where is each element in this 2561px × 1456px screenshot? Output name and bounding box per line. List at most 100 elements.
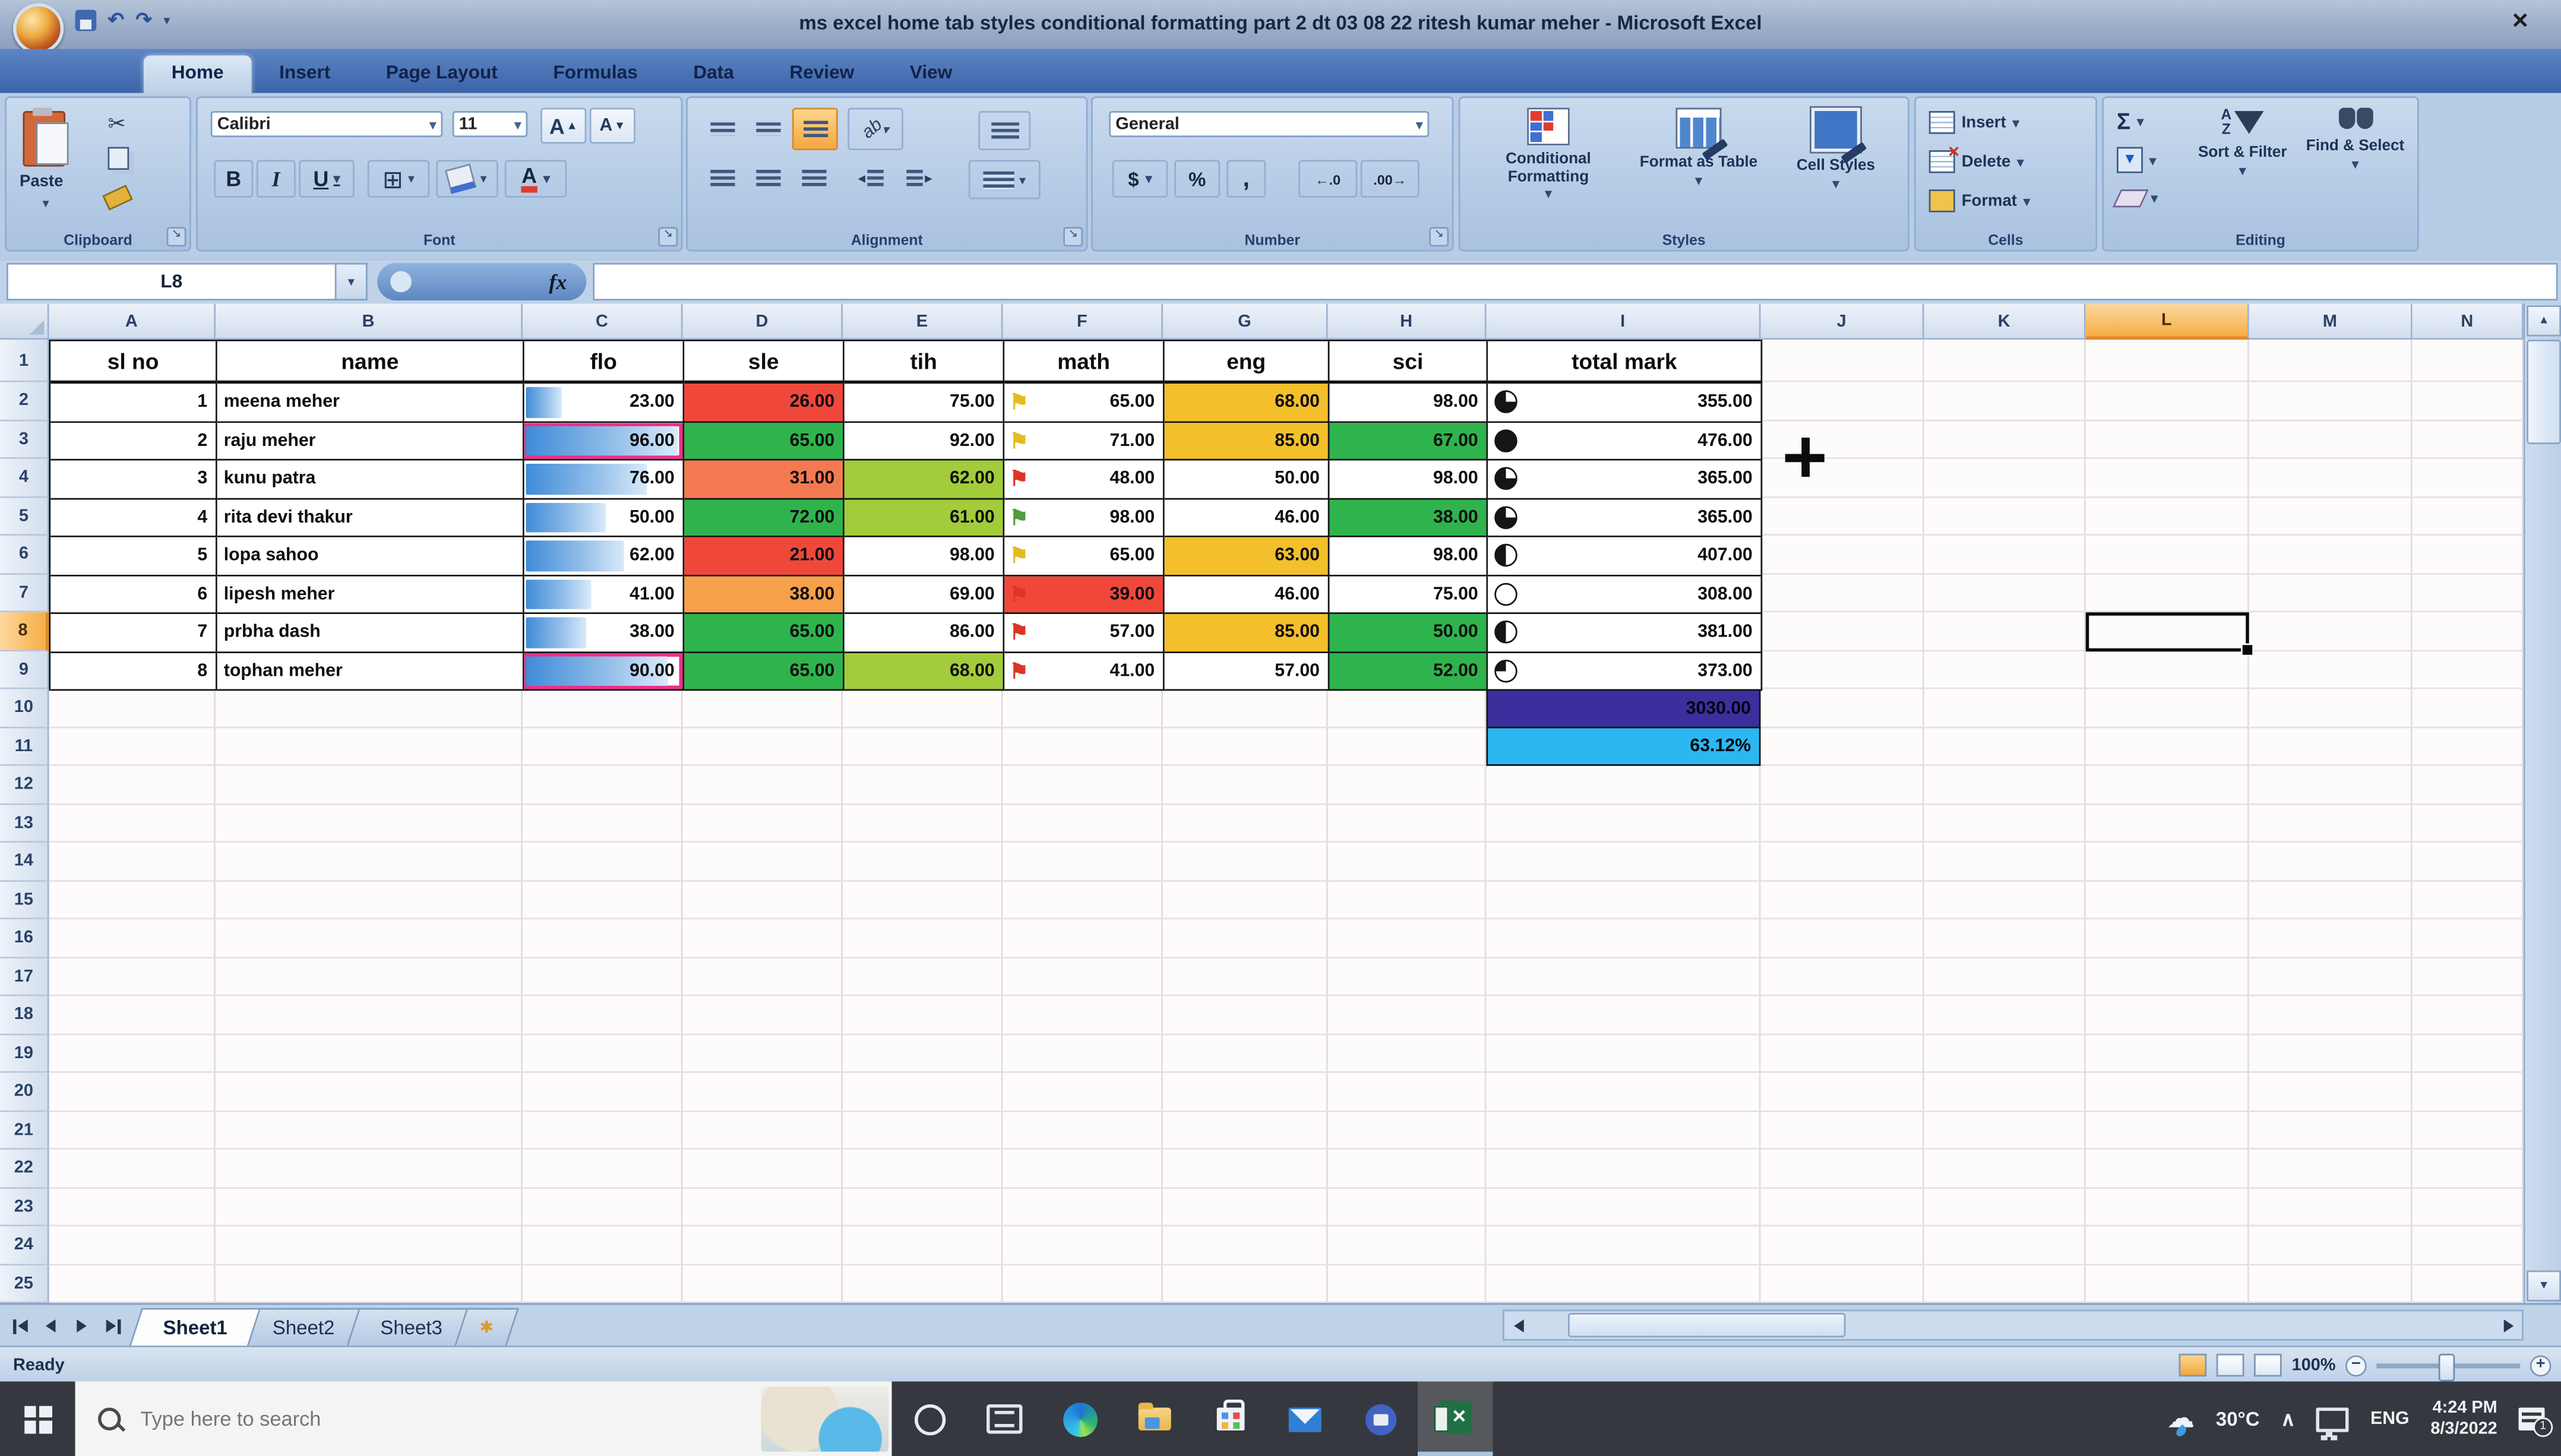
cell-I1[interactable]: total mark [1488,341,1763,384]
delete-cells-button[interactable]: ✕ Delete ▾ [1928,144,2023,173]
tab-insert[interactable]: Insert [279,64,331,84]
autosum-button[interactable]: Σ ▾ [2117,107,2144,134]
cell-C8[interactable]: 38.00 [524,614,685,653]
cell-E3[interactable]: 92.00 [844,422,1005,461]
cell-H7[interactable]: 75.00 [1329,575,1488,614]
cell-C9[interactable]: 90.00 [524,652,685,691]
language-indicator[interactable]: ENG [2370,1409,2410,1429]
cell-G4[interactable]: 50.00 [1164,460,1330,499]
cell-D9[interactable]: 65.00 [684,652,845,691]
cell-G7[interactable]: 46.00 [1164,575,1330,614]
column-header-E[interactable]: E [843,303,1003,340]
file-explorer-button[interactable] [1117,1382,1193,1456]
paste-icon[interactable] [23,107,72,167]
vertical-scroll-thumb[interactable] [2527,340,2561,444]
scroll-right-icon[interactable] [2494,1311,2522,1339]
page-break-view-button[interactable] [2254,1353,2282,1377]
row-header-5[interactable]: 5 [0,497,49,536]
cortana-button[interactable] [892,1382,968,1456]
last-sheet-button[interactable] [100,1313,126,1339]
row-header-24[interactable]: 24 [0,1226,49,1265]
font-size-combo[interactable]: 11 ▾ [452,111,528,137]
clear-button[interactable]: ▾ [2112,189,2158,208]
cell-D6[interactable]: 21.00 [684,537,845,576]
cell-A7[interactable]: 6 [50,575,217,614]
column-header-A[interactable]: A [49,303,216,340]
clipboard-dialog-launcher[interactable]: ↘ [166,227,186,247]
cell-G6[interactable]: 63.00 [1164,537,1330,576]
column-header-C[interactable]: C [523,303,683,340]
cell-G1[interactable]: eng [1164,341,1330,384]
cell-B8[interactable]: prbha dash [217,614,524,653]
cell-C4[interactable]: 76.00 [524,460,685,499]
notification-center-icon[interactable] [2518,1407,2553,1437]
cell-F4[interactable]: ⚑ 48.00 [1004,460,1165,499]
column-header-M[interactable]: M [2249,303,2413,340]
decrease-decimal-button[interactable]: .00→ [1360,160,1419,198]
teams-button[interactable] [1343,1382,1418,1456]
cell-C2[interactable]: 23.00 [524,384,685,422]
borders-button[interactable]: ⊞ ▾ [367,160,430,198]
cell-B4[interactable]: kunu patra [217,460,524,499]
cell-B7[interactable]: lipesh meher [217,575,524,614]
excel-taskbar-button[interactable] [1418,1381,1493,1456]
cell-H9[interactable]: 52.00 [1329,652,1488,691]
row-header-25[interactable]: 25 [0,1264,49,1303]
first-sheet-button[interactable] [7,1313,33,1339]
row-header-23[interactable]: 23 [0,1188,49,1227]
copy-icon[interactable] [108,147,129,170]
cell-C1[interactable]: flo [524,341,685,384]
cell-I5[interactable]: 365.00 [1488,499,1763,537]
column-header-B[interactable]: B [216,303,523,340]
cell-F6[interactable]: ⚑ 65.00 [1004,537,1165,576]
task-view-button[interactable] [967,1382,1042,1456]
cell-C3[interactable]: 96.00 [524,422,685,461]
vertical-scrollbar[interactable]: ▲ ▼ [2523,303,2561,1303]
font-color-button[interactable]: A ▾ [504,160,567,198]
row-header-10[interactable]: 10 [0,689,49,728]
cell-H5[interactable]: 38.00 [1329,499,1488,537]
column-header-N[interactable]: N [2412,303,2524,340]
row-header-22[interactable]: 22 [0,1150,49,1188]
shrink-font-button[interactable]: A ▼ [589,107,635,144]
zoom-level[interactable]: 100% [2291,1355,2336,1375]
cell-B1[interactable]: name [217,341,524,384]
align-center-button[interactable] [747,160,789,197]
store-button[interactable] [1193,1382,1268,1456]
cell-A1[interactable]: sl no [50,341,217,384]
cell-styles-button[interactable]: Cell Styles ▾ [1774,106,1898,193]
cell-E6[interactable]: 98.00 [844,537,1005,576]
cell-F3[interactable]: ⚑ 71.00 [1004,422,1165,461]
tab-page-layout[interactable]: Page Layout [385,64,498,84]
mail-button[interactable] [1267,1382,1343,1456]
weather-cloud-icon[interactable]: ☁ [2167,1403,2195,1439]
cell-D8[interactable]: 65.00 [684,614,845,653]
row-header-16[interactable]: 16 [0,919,49,958]
cell-C5[interactable]: 50.00 [524,499,685,537]
insert-function-button[interactable]: fx [549,268,567,293]
normal-view-button[interactable] [2179,1353,2207,1377]
cell-E2[interactable]: 75.00 [844,384,1005,422]
scroll-down-icon[interactable]: ▼ [2527,1270,2561,1302]
cell-G5[interactable]: 46.00 [1164,499,1330,537]
cell-I4[interactable]: 365.00 [1488,460,1763,499]
cell-A3[interactable]: 2 [50,422,217,461]
cell-A4[interactable]: 3 [50,460,217,499]
increase-indent-button[interactable]: ▸ [897,160,943,197]
cell-I8[interactable]: 381.00 [1488,614,1763,653]
undo-icon[interactable]: ↶ [108,8,125,31]
alignment-dialog-launcher[interactable]: ↘ [1063,227,1083,247]
cell-F2[interactable]: ⚑ 65.00 [1004,384,1165,422]
font-family-combo[interactable]: Calibri ▾ [210,111,443,137]
row-header-9[interactable]: 9 [0,650,49,689]
bold-button[interactable]: B [214,160,254,198]
underline-button[interactable]: U ▾ [299,160,355,198]
page-layout-view-button[interactable] [2217,1353,2244,1377]
sheet-tab-sheet1[interactable]: Sheet1 [129,1307,262,1345]
number-format-combo[interactable]: General ▾ [1109,111,1430,137]
cell-G3[interactable]: 85.00 [1164,422,1330,461]
selected-cell-L8[interactable] [2085,612,2254,655]
cell-H4[interactable]: 98.00 [1329,460,1488,499]
redo-icon[interactable]: ↷ [135,8,153,31]
